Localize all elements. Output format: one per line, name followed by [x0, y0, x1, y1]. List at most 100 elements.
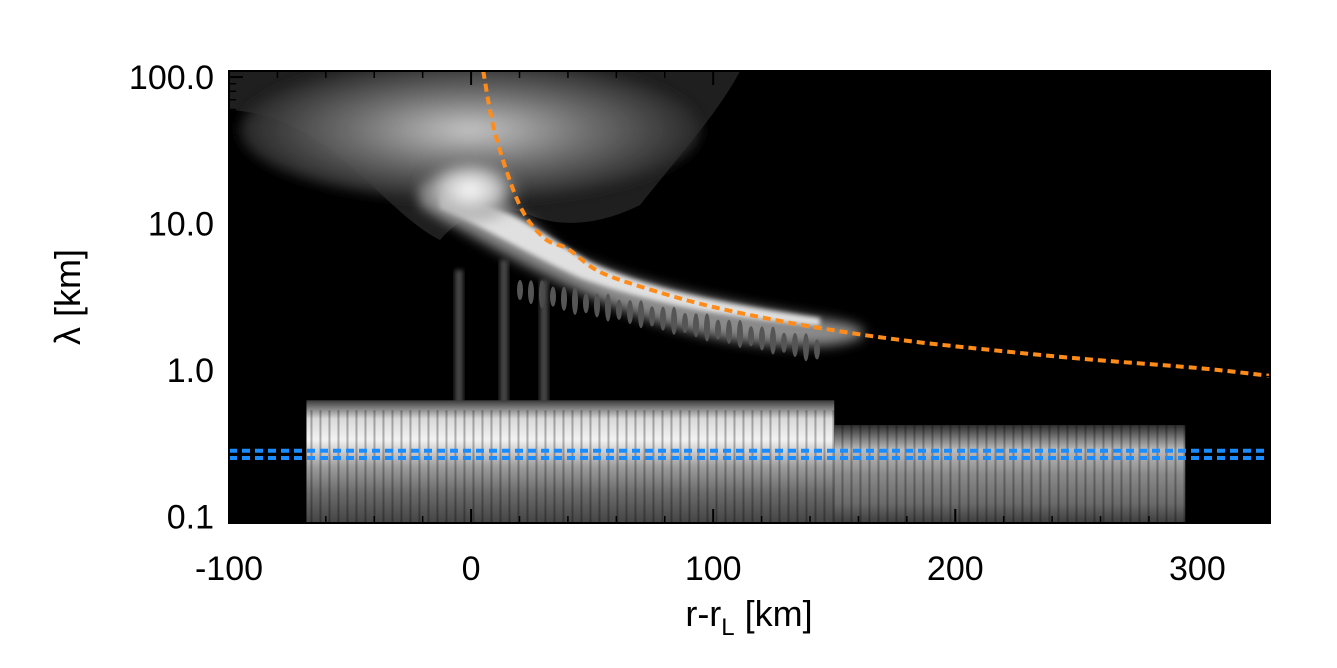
heatmap-band-stripe: [454, 410, 457, 523]
heatmap-band-stripe: [742, 410, 745, 523]
heatmap-band-stripe: [697, 410, 700, 523]
heatmap-band-stripe: [445, 410, 448, 523]
heatmap-streak: [540, 280, 548, 430]
heatmap-band-stripe: [670, 410, 673, 523]
heatmap-band-stripe: [940, 410, 943, 523]
heatmap-band-stripe: [922, 410, 925, 523]
heatmap-ripple: [726, 319, 732, 344]
heatmap-ripple: [671, 306, 677, 335]
heatmap-band-stripe: [607, 410, 610, 523]
heatmap-band-stripe: [373, 410, 376, 523]
heatmap-band-stripe: [715, 410, 718, 523]
heatmap-band-stripe: [904, 410, 907, 523]
y-tick-label: 0.1: [167, 498, 214, 536]
x-tick-label: 100: [685, 550, 742, 588]
heatmap-core: [415, 155, 525, 225]
heatmap-band-stripe: [814, 410, 817, 523]
x-axis-label: r-rL [km]: [685, 593, 812, 641]
heatmap-blob-top: [240, 71, 700, 200]
heatmap-band-stripe: [625, 410, 628, 523]
heatmap-band-stripe: [544, 410, 547, 523]
heatmap-band-stripe: [733, 410, 736, 523]
heatmap-ripple: [759, 326, 765, 351]
heatmap-band-stripe: [472, 410, 475, 523]
heatmap-ripple: [605, 293, 611, 322]
heatmap-ripple: [528, 280, 534, 305]
heatmap-band-stripe: [841, 410, 844, 523]
heatmap-band-stripe: [1183, 410, 1186, 523]
heatmap-band-stripe: [598, 410, 601, 523]
heatmap-band-stripe: [751, 410, 754, 523]
heatmap-band-stripe: [949, 410, 952, 523]
heatmap-band-stripe: [418, 410, 421, 523]
heatmap-ripple: [682, 313, 688, 333]
heatmap-band-stripe: [985, 410, 988, 523]
heatmap-band-stripe: [643, 410, 646, 523]
heatmap-ripple: [627, 300, 633, 324]
heatmap-ripple: [572, 287, 578, 315]
heatmap-ripple: [561, 286, 567, 311]
heatmap-band-stripe: [400, 410, 403, 523]
heatmap-ripple: [792, 333, 798, 357]
wavelet-power-map: [229, 71, 1186, 523]
heatmap-ripple: [814, 339, 820, 360]
heatmap-band-stripe: [1057, 410, 1060, 523]
heatmap-band-stripe: [706, 410, 709, 523]
heatmap-band-stripe: [958, 410, 961, 523]
heatmap-band-stripe: [634, 410, 637, 523]
heatmap-ripple: [517, 280, 523, 300]
heatmap-band-stripe: [850, 410, 853, 523]
heatmap-ripple: [715, 319, 721, 340]
heatmap-band-stripe: [859, 410, 862, 523]
heatmap-band-stripe: [778, 410, 781, 523]
heatmap-band-stripe: [1066, 410, 1069, 523]
heatmap-band-stripe: [616, 410, 619, 523]
heatmap-band-stripe: [1075, 410, 1078, 523]
heatmap-band-stripe: [1111, 410, 1114, 523]
heatmap-band-stripe: [382, 410, 385, 523]
heatmap-ripple: [649, 306, 655, 327]
heatmap-band-stripe: [1030, 410, 1033, 523]
y-axis-label: λ [km]: [47, 249, 88, 345]
heatmap-band-stripe: [1012, 410, 1015, 523]
heatmap-band-stripe: [463, 410, 466, 523]
heatmap-band-stripe: [517, 410, 520, 523]
heatmap-band-stripe: [1147, 410, 1150, 523]
heatmap-ripple: [770, 326, 776, 355]
heatmap-ripple: [704, 313, 710, 342]
heatmap-band-stripe: [787, 410, 790, 523]
heatmap-band-stripe: [346, 410, 349, 523]
heatmap-band-stripe: [409, 410, 412, 523]
heatmap-ripple: [803, 333, 809, 362]
heatmap-band-stripe: [427, 410, 430, 523]
heatmap-band-stripe: [580, 410, 583, 523]
x-tick-label: 0: [462, 550, 481, 588]
heatmap-band-stripe: [1021, 410, 1024, 523]
heatmap-band-stripe: [508, 410, 511, 523]
heatmap-band-stripe: [481, 410, 484, 523]
heatmap-band-stripe: [319, 410, 322, 523]
heatmap-band-stripe: [391, 410, 394, 523]
heatmap-band-stripe: [913, 410, 916, 523]
heatmap-band-stripe: [571, 410, 574, 523]
x-tick-label: 300: [1169, 550, 1226, 588]
heatmap-band-stripe: [364, 410, 367, 523]
heatmap-band-stripe: [805, 410, 808, 523]
heatmap-band-stripe: [355, 410, 358, 523]
y-tick-label: 1.0: [167, 352, 214, 390]
heatmap-band-stripe: [1039, 410, 1042, 523]
heatmap-ripple: [737, 320, 743, 348]
heatmap-band-stripe: [1048, 410, 1051, 523]
heatmap-ripple: [638, 300, 644, 329]
series-line-0: [481, 71, 1270, 378]
heatmap-ripple: [594, 293, 600, 318]
heatmap-band-stripe: [1138, 410, 1141, 523]
heatmap-ripple: [550, 286, 556, 307]
heatmap-band-stripe: [724, 410, 727, 523]
heatmap-band-stripe: [1084, 410, 1087, 523]
heatmap-band-stripe: [1102, 410, 1105, 523]
heatmap-band-stripe: [1129, 410, 1132, 523]
heatmap-ripple: [616, 299, 622, 320]
x-tick-label: 200: [927, 550, 984, 588]
heatmap-ripple: [583, 293, 589, 314]
